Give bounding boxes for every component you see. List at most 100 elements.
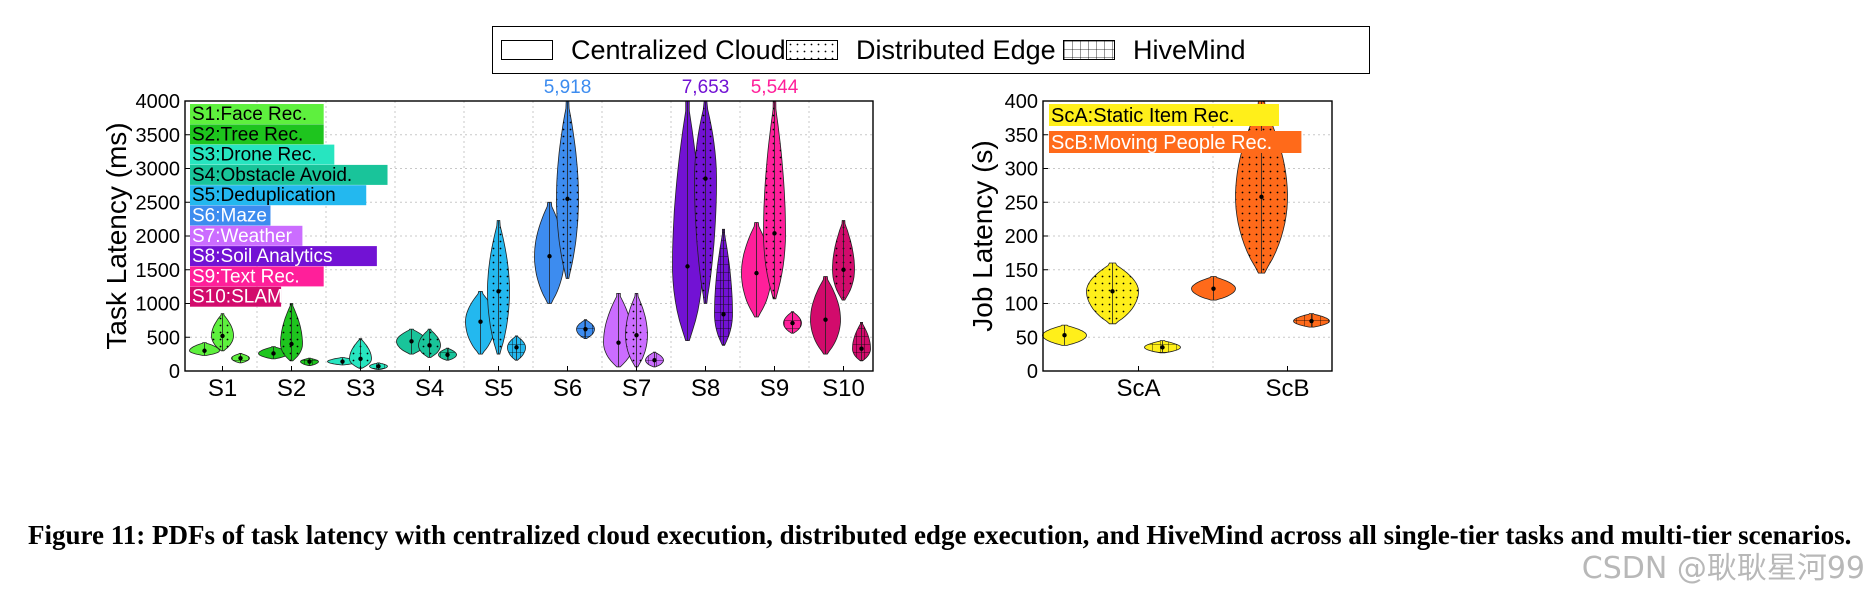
y-tick-label: 1000 xyxy=(136,294,181,316)
legend-label: Centralized Cloud xyxy=(571,34,786,65)
legend-swatch-dotted-icon xyxy=(786,40,838,60)
x-tick-label-s6: S6 xyxy=(553,375,582,402)
category-label-s10: S10:SLAM xyxy=(192,287,283,308)
x-tick-label-s8: S8 xyxy=(691,375,720,402)
y-tick-label: 3000 xyxy=(136,159,181,181)
violin-median-point xyxy=(583,326,588,332)
violin-median-point xyxy=(772,231,777,236)
violin-median-point xyxy=(496,289,501,294)
category-label-s7: S7:Weather xyxy=(192,226,293,247)
category-label-sca: ScA:Static Item Rec. xyxy=(1051,105,1234,127)
violin-median-point xyxy=(289,341,294,347)
y-tick-label: 100 xyxy=(1005,294,1038,316)
violin-median-point xyxy=(409,339,414,344)
category-label-s3: S3:Drone Rec. xyxy=(192,145,317,166)
category-label-s1: S1:Face Rec. xyxy=(192,104,307,125)
violin-median-point xyxy=(1110,289,1115,294)
legend-item-hivemind: HiveMind xyxy=(1063,33,1246,67)
x-tick-label-s9: S9 xyxy=(760,375,789,402)
y-tick-label: 350 xyxy=(1005,125,1038,147)
y-tick-label: 200 xyxy=(1005,226,1038,248)
category-label-bg-sca xyxy=(1049,104,1279,126)
category-label-s9: S9:Text Rec. xyxy=(192,266,300,287)
violin-median-point xyxy=(652,358,657,363)
y-tick-label: 0 xyxy=(169,361,180,383)
violin-median-point xyxy=(376,364,381,369)
category-label-bg-scb xyxy=(1049,131,1302,153)
watermark: CSDN @耿耿星河99 xyxy=(1581,551,1865,586)
violin-median-point xyxy=(547,254,552,259)
category-label-scb: ScB:Moving People Rec. xyxy=(1051,132,1272,154)
category-label-s4: S4:Obstacle Avoid. xyxy=(192,165,352,186)
violin-median-point xyxy=(841,267,846,272)
x-tick-label-s1: S1 xyxy=(208,375,237,402)
task-latency-chart: 0 500 1000 1500 2000 2500 3000 3500 4000 S1 S2 S3 S4… xyxy=(101,77,874,402)
y-tick-label: 400 xyxy=(1005,91,1038,113)
category-label-s5: S5:Deduplication xyxy=(192,185,336,206)
violin-median-point xyxy=(754,270,759,276)
category-label-bg-s2 xyxy=(190,124,324,145)
violin-median-point xyxy=(358,356,363,362)
violin-median-point xyxy=(1160,345,1165,350)
category-label-bg-s8 xyxy=(190,246,377,267)
x-tick-label-s5: S5 xyxy=(484,375,513,402)
legend-swatch-plain-icon xyxy=(501,40,553,60)
violin-median-point xyxy=(1211,286,1216,291)
violin-median-point xyxy=(616,340,621,345)
violin-median-point xyxy=(271,351,276,356)
violin-median-point xyxy=(445,352,450,357)
category-label-bg-s7 xyxy=(190,225,303,246)
y-tick-label: 150 xyxy=(1005,260,1038,282)
category-label-bg-s10 xyxy=(190,286,282,307)
plot-frame xyxy=(1042,100,1333,372)
category-label-bg-s4 xyxy=(190,164,388,185)
violin-median-point xyxy=(478,319,483,324)
violin-median-point xyxy=(220,333,225,339)
violin-median-point xyxy=(634,333,639,338)
violin-median-point xyxy=(340,359,345,364)
legend-swatch-grid-icon xyxy=(1063,40,1115,60)
y-tick-label: 3500 xyxy=(136,125,181,147)
violin-median-point xyxy=(721,312,726,317)
job-latency-chart: 0 50 100 150 200 250 300 350 400 ScA ScB Job Latenc… xyxy=(967,91,1333,402)
violin-median-point xyxy=(685,264,690,269)
y-tick-label: 2000 xyxy=(136,226,181,248)
violin-median-point xyxy=(859,346,864,351)
plot-frame xyxy=(184,100,874,372)
category-label-s2: S2:Tree Rec. xyxy=(192,124,303,145)
violin-median-point xyxy=(307,359,312,364)
x-tick-label-s2: S2 xyxy=(277,375,306,402)
violin-median-point xyxy=(427,343,432,348)
category-label-bg-s3 xyxy=(190,144,335,165)
overflow-annotation-s8: 7,653 xyxy=(682,77,730,98)
y-tick-label: 0 xyxy=(1027,361,1038,383)
violin-median-point xyxy=(514,345,519,350)
y-tick-label: 250 xyxy=(1005,192,1038,214)
violin-median-point xyxy=(823,317,828,322)
violin-median-point xyxy=(1259,194,1264,200)
legend: Centralized Cloud Distributed Edge HiveM… xyxy=(492,26,1370,74)
violin-median-point xyxy=(1062,333,1067,338)
y-tick-label: 4000 xyxy=(136,91,181,113)
figure-caption: Figure 11: PDFs of task latency with cen… xyxy=(28,520,1852,550)
legend-label: Distributed Edge xyxy=(856,34,1056,65)
y-axis-title: Job Latency (s) xyxy=(967,140,998,331)
x-tick-label-s4: S4 xyxy=(415,375,444,402)
x-tick-label-s7: S7 xyxy=(622,375,651,402)
legend-item-centralized-cloud: Centralized Cloud xyxy=(501,33,786,67)
violin-median-point xyxy=(790,320,795,326)
y-tick-label: 300 xyxy=(1005,159,1038,181)
y-tick-label: 500 xyxy=(147,327,180,349)
violin-median-point xyxy=(202,348,207,353)
y-tick-label: 1500 xyxy=(136,260,181,282)
category-label-bg-s6 xyxy=(190,205,271,226)
category-label-bg-s1 xyxy=(190,104,324,124)
x-tick-label-s3: S3 xyxy=(346,375,375,402)
y-axis-title: Task Latency (ms) xyxy=(101,122,132,349)
category-label-bg-s5 xyxy=(190,185,367,206)
violin-median-point xyxy=(1309,318,1314,324)
violin-median-point xyxy=(238,355,243,361)
violin-median-point xyxy=(565,196,570,202)
y-tick-label: 2500 xyxy=(136,192,181,214)
